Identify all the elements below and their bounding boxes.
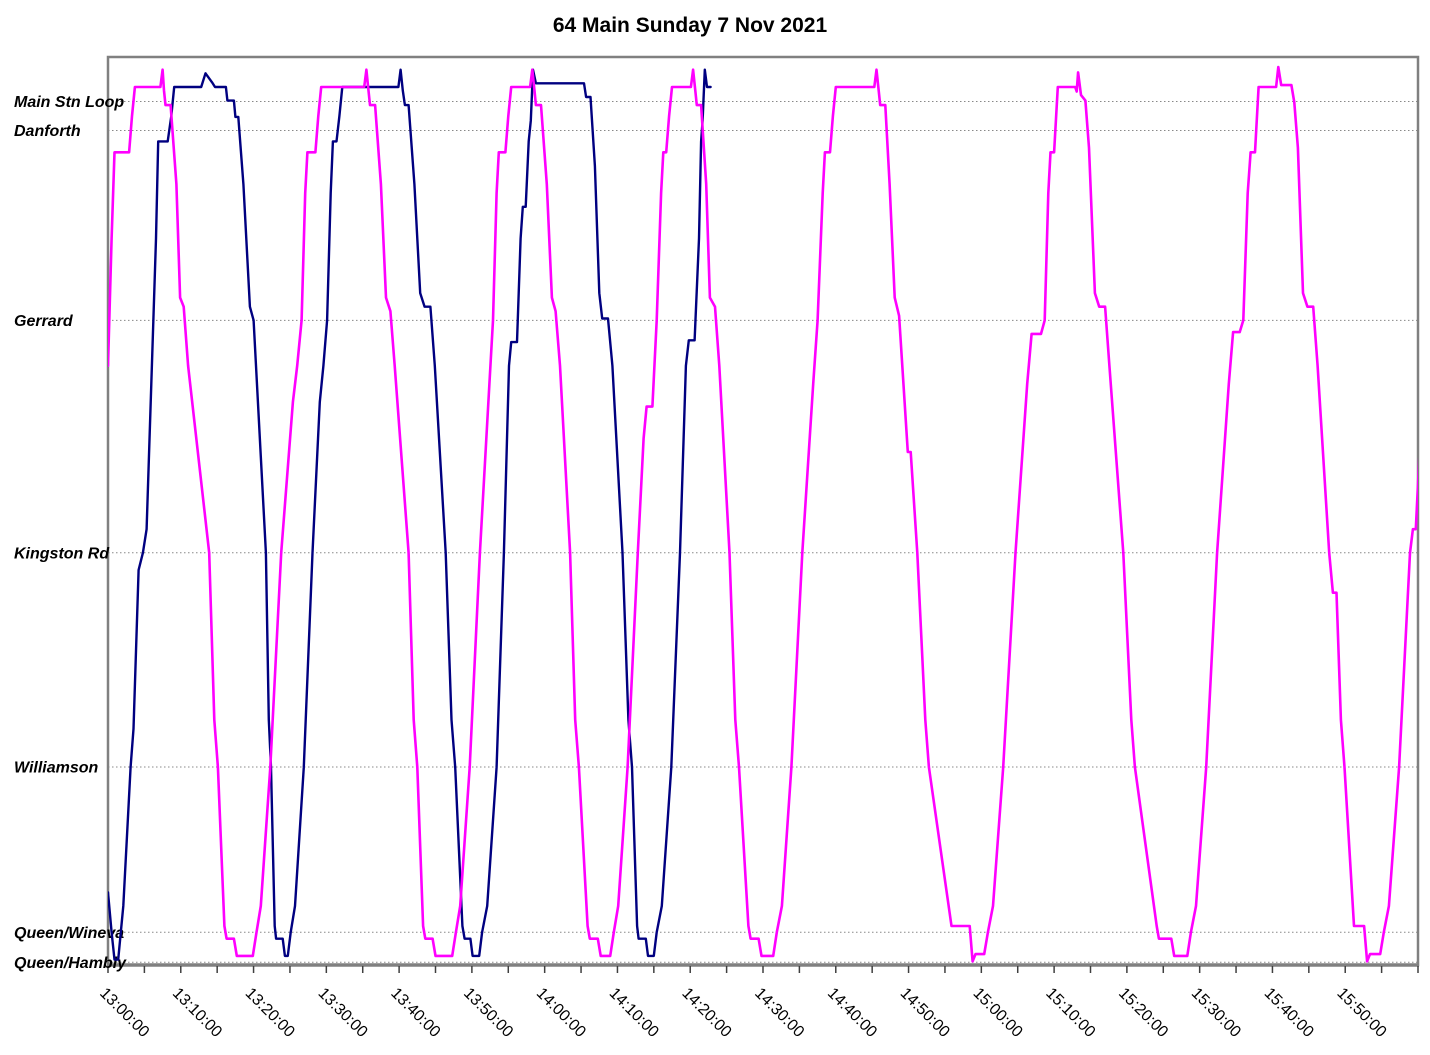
x-axis-label: 15:00:00 <box>970 985 1026 1041</box>
x-axis-label: 14:40:00 <box>824 985 880 1041</box>
x-axis-label: 13:50:00 <box>460 985 516 1041</box>
station-label: Queen/Wineva <box>14 925 124 942</box>
x-axis-label: 15:20:00 <box>1115 985 1171 1041</box>
series-vehicle-magenta <box>108 65 1418 963</box>
station-label: Williamson <box>14 760 99 777</box>
x-axis-label: 13:40:00 <box>387 985 443 1041</box>
x-axis-label: 15:50:00 <box>1333 985 1389 1041</box>
x-axis-label: 13:10:00 <box>169 985 225 1041</box>
x-axis-label: 15:10:00 <box>1042 985 1098 1041</box>
x-axis-label: 13:00:00 <box>96 985 152 1041</box>
x-axis-label: 14:10:00 <box>606 985 662 1041</box>
x-axis-label: 14:20:00 <box>678 985 734 1041</box>
station-label: Gerrard <box>14 313 74 330</box>
x-axis-label: 13:20:00 <box>242 985 298 1041</box>
series-vehicle-navy <box>108 68 712 961</box>
x-axis-label: 15:30:00 <box>1188 985 1244 1041</box>
x-axis-label: 13:30:00 <box>315 985 371 1041</box>
station-label: Queen/Hambly <box>14 955 127 972</box>
x-axis-label: 14:30:00 <box>751 985 807 1041</box>
station-label: Danforth <box>14 123 81 140</box>
station-label: Main Stn Loop <box>14 94 124 111</box>
x-axis-label: 14:00:00 <box>533 985 589 1041</box>
x-axis-label: 15:40:00 <box>1261 985 1317 1041</box>
chart-title: 64 Main Sunday 7 Nov 2021 <box>552 14 828 37</box>
station-label: Kingston Rd <box>14 545 110 562</box>
x-axis-label: 14:50:00 <box>897 985 953 1041</box>
